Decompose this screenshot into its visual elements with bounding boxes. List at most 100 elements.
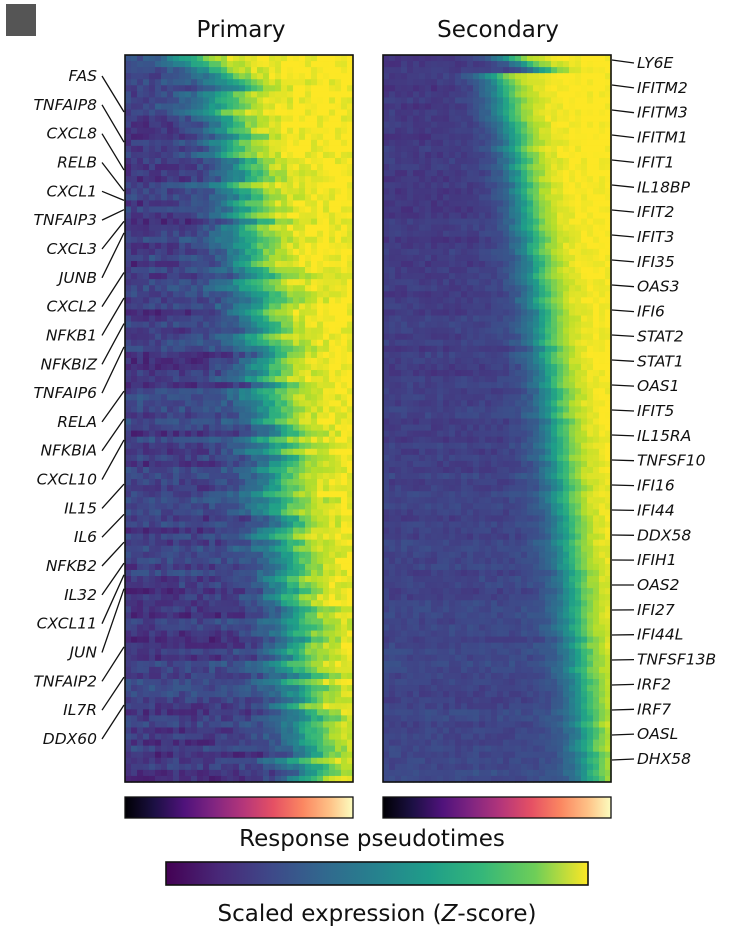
heatmap-cell xyxy=(149,267,156,274)
heatmap-cell xyxy=(125,733,132,741)
heatmap-cell xyxy=(191,460,198,468)
heatmap-cell xyxy=(209,497,216,504)
heatmap-cell xyxy=(323,739,330,747)
heatmap-cell xyxy=(287,151,294,159)
heatmap-cell xyxy=(551,67,558,74)
heatmap-cell xyxy=(281,133,288,141)
heatmap-cell xyxy=(167,212,174,220)
heatmap-cell xyxy=(335,685,342,692)
heatmap-cell xyxy=(209,357,216,365)
heatmap-cell xyxy=(155,576,162,583)
heatmap-cell xyxy=(167,466,174,474)
heatmap-cell xyxy=(329,339,336,347)
heatmap-cell xyxy=(209,164,216,171)
heatmap-cell xyxy=(419,109,426,117)
heatmap-cell xyxy=(251,636,258,644)
heatmap-cell xyxy=(221,291,228,298)
heatmap-cell xyxy=(311,97,318,105)
heatmap-cell xyxy=(179,606,186,613)
heatmap-cell xyxy=(173,406,180,414)
heatmap-cell xyxy=(215,521,222,529)
heatmap-cell xyxy=(287,430,294,438)
heatmap-cell xyxy=(269,491,276,498)
heatmap-cell xyxy=(311,697,318,704)
heatmap-cell xyxy=(185,157,192,165)
heatmap-cell xyxy=(131,212,138,220)
heatmap-cell xyxy=(239,297,246,304)
heatmap-cell xyxy=(215,630,222,638)
heatmap-cell xyxy=(173,400,180,407)
heatmap-cell xyxy=(311,321,318,329)
heatmap-cell xyxy=(203,497,210,504)
heatmap-cell xyxy=(329,260,336,268)
heatmap-cell xyxy=(197,170,204,177)
heatmap-cell xyxy=(137,224,144,232)
heatmap-cell xyxy=(473,79,480,86)
heatmap-cell xyxy=(335,430,342,438)
heatmap-cell xyxy=(419,115,426,123)
heatmap-cell xyxy=(401,73,408,80)
heatmap-cell xyxy=(305,279,312,286)
heatmap-cell xyxy=(143,303,150,311)
heatmap-cell xyxy=(179,121,186,129)
heatmap-cell xyxy=(143,739,150,747)
heatmap-cell xyxy=(305,345,312,353)
heatmap-cell xyxy=(341,606,348,613)
heatmap-cell xyxy=(245,485,252,492)
heatmap-cell xyxy=(467,121,474,129)
heatmap-cell xyxy=(317,218,324,226)
heatmap-cell xyxy=(413,109,420,117)
heatmap-cell xyxy=(221,279,228,286)
heatmap-cell xyxy=(209,103,216,111)
heatmap-cell xyxy=(149,297,156,304)
panel-letter-marker xyxy=(6,4,36,36)
heatmap-cell xyxy=(299,679,306,686)
heatmap-cell xyxy=(233,715,240,723)
heatmap-cell xyxy=(161,73,168,80)
heatmap-cell xyxy=(137,412,144,420)
heatmap-cell xyxy=(449,55,456,62)
heatmap-cell xyxy=(155,345,162,353)
heatmap-cell xyxy=(275,588,282,595)
heatmap-cell xyxy=(227,588,234,595)
heatmap-cell xyxy=(251,624,258,632)
heatmap-cell xyxy=(197,224,204,232)
heatmap-cell xyxy=(161,751,168,759)
heatmap-cell xyxy=(251,527,258,535)
heatmap-cell xyxy=(329,164,336,171)
heatmap-cell xyxy=(341,400,348,407)
heatmap-cell xyxy=(185,648,192,656)
heatmap-cell xyxy=(341,775,348,783)
heatmap-cell xyxy=(275,327,282,335)
heatmap-cell xyxy=(293,206,300,214)
heatmap-cell xyxy=(341,751,348,759)
heatmap-cell xyxy=(131,679,138,686)
heatmap-cell xyxy=(317,630,324,638)
heatmap-cell xyxy=(347,370,354,377)
heatmap-cell xyxy=(257,97,264,105)
heatmap-cell xyxy=(305,448,312,456)
heatmap-cell xyxy=(173,660,180,668)
heatmap-cell xyxy=(227,370,234,377)
heatmap-cell xyxy=(227,248,234,256)
heatmap-cell xyxy=(239,139,246,147)
heatmap-cell xyxy=(143,715,150,723)
heatmap-cell xyxy=(233,491,240,498)
heatmap-cell xyxy=(275,121,282,129)
heatmap-cell xyxy=(173,327,180,335)
heatmap-cell xyxy=(263,763,270,771)
heatmap-cell xyxy=(239,454,246,462)
heatmap-cell xyxy=(317,224,324,232)
heatmap-cell xyxy=(143,442,150,450)
heatmap-cell xyxy=(191,79,198,86)
heatmap-cell xyxy=(137,533,144,541)
heatmap-cell xyxy=(179,376,186,383)
heatmap-cell xyxy=(497,79,504,86)
heatmap-cell xyxy=(461,79,468,86)
heatmap-cell xyxy=(575,115,582,123)
heatmap-cell xyxy=(269,400,276,407)
heatmap-cell xyxy=(287,545,294,553)
heatmap-cell xyxy=(209,67,216,74)
heatmap-cell xyxy=(173,672,180,680)
heatmap-cell xyxy=(311,103,318,111)
